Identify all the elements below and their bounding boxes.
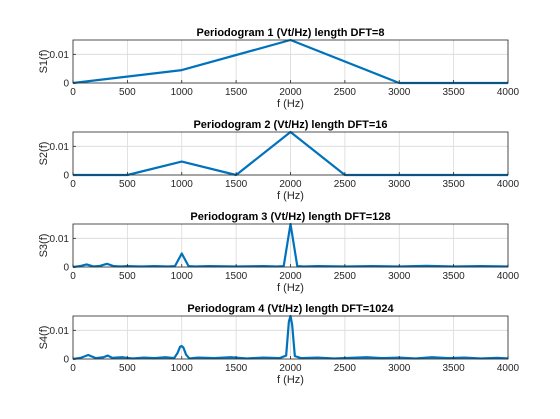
plot-title: Periodogram 2 (Vt/Hz) length DFT=16 bbox=[193, 119, 387, 131]
x-tick-label: 0 bbox=[70, 271, 76, 282]
x-tick-label: 3000 bbox=[388, 271, 411, 282]
x-tick-label: 3500 bbox=[443, 87, 466, 98]
periodogram-2-axes: 0 500 1000 1500 2000 2500 3000 3500 4000 0 0.01 Per… bbox=[38, 119, 520, 202]
x-tick-label: 500 bbox=[119, 179, 136, 190]
y-tick-label: 0.01 bbox=[50, 326, 70, 337]
x-tick-label: 4000 bbox=[497, 179, 520, 190]
y-tick-label: 0 bbox=[63, 355, 69, 366]
y-axis-label: S3(f) bbox=[38, 234, 50, 258]
y-tick-label: 0.01 bbox=[50, 142, 70, 153]
x-tick-label: 1500 bbox=[225, 271, 248, 282]
x-tick-label: 2000 bbox=[279, 271, 302, 282]
series-line bbox=[72, 314, 509, 361]
y-axis-label: S4(f) bbox=[38, 326, 50, 350]
x-tick-label: 4000 bbox=[497, 271, 520, 282]
x-tick-label: 2500 bbox=[334, 271, 357, 282]
x-tick-label: 2000 bbox=[279, 179, 302, 190]
x-tick-label: 1000 bbox=[171, 179, 194, 190]
y-axis-label: S1(f) bbox=[38, 50, 50, 74]
x-tick-label: 1500 bbox=[225, 87, 248, 98]
x-tick-label: 0 bbox=[70, 363, 76, 374]
x-tick-label: 1500 bbox=[225, 179, 248, 190]
x-tick-label: 1000 bbox=[171, 363, 194, 374]
y-axis-label: S2(f) bbox=[38, 142, 50, 166]
y-tick-label: 0 bbox=[63, 79, 69, 90]
x-tick-label: 500 bbox=[119, 363, 136, 374]
x-tick-label: 500 bbox=[119, 87, 136, 98]
y-tick-label: 0.01 bbox=[50, 50, 70, 61]
x-tick-label: 2500 bbox=[334, 363, 357, 374]
x-tick-label: 3000 bbox=[388, 179, 411, 190]
x-axis-label: f (Hz) bbox=[277, 98, 304, 110]
y-tick-label: 0 bbox=[63, 263, 69, 274]
x-axis-label: f (Hz) bbox=[277, 282, 304, 294]
x-axis-label: f (Hz) bbox=[277, 374, 304, 386]
x-tick-label: 2000 bbox=[279, 87, 302, 98]
x-tick-label: 3000 bbox=[388, 363, 411, 374]
x-tick-label: 4000 bbox=[497, 87, 520, 98]
x-tick-label: 1000 bbox=[171, 271, 194, 282]
periodogram-1-axes: 0 500 1000 1500 2000 2500 3000 3500 4000 0 0.01 Per… bbox=[38, 27, 520, 110]
x-tick-label: 0 bbox=[70, 179, 76, 190]
x-tick-label: 2000 bbox=[279, 363, 302, 374]
x-tick-label: 2500 bbox=[334, 87, 357, 98]
series-line bbox=[72, 222, 509, 269]
x-tick-label: 0 bbox=[70, 87, 76, 98]
plot-title: Periodogram 1 (Vt/Hz) length DFT=8 bbox=[197, 27, 385, 39]
x-tick-label: 1000 bbox=[171, 87, 194, 98]
plot-title: Periodogram 4 (Vt/Hz) length DFT=1024 bbox=[187, 303, 394, 315]
x-tick-label: 3500 bbox=[443, 363, 466, 374]
x-tick-label: 3500 bbox=[443, 271, 466, 282]
x-axis-label: f (Hz) bbox=[277, 190, 304, 202]
y-tick-label: 0.01 bbox=[50, 234, 70, 245]
plot-title: Periodogram 3 (Vt/Hz) length DFT=128 bbox=[190, 211, 390, 223]
y-tick-label: 0 bbox=[63, 171, 69, 182]
x-tick-label: 3500 bbox=[443, 179, 466, 190]
periodogram-4-axes: 0 500 1000 1500 2000 2500 3000 3500 4000 0 0.01 Per… bbox=[38, 303, 520, 386]
periodogram-3-axes: 0 500 1000 1500 2000 2500 3000 3500 4000 0 0.01 Per… bbox=[38, 211, 520, 294]
x-tick-label: 3000 bbox=[388, 87, 411, 98]
x-tick-label: 1500 bbox=[225, 363, 248, 374]
x-tick-label: 500 bbox=[119, 271, 136, 282]
x-tick-label: 4000 bbox=[497, 363, 520, 374]
x-tick-label: 2500 bbox=[334, 179, 357, 190]
